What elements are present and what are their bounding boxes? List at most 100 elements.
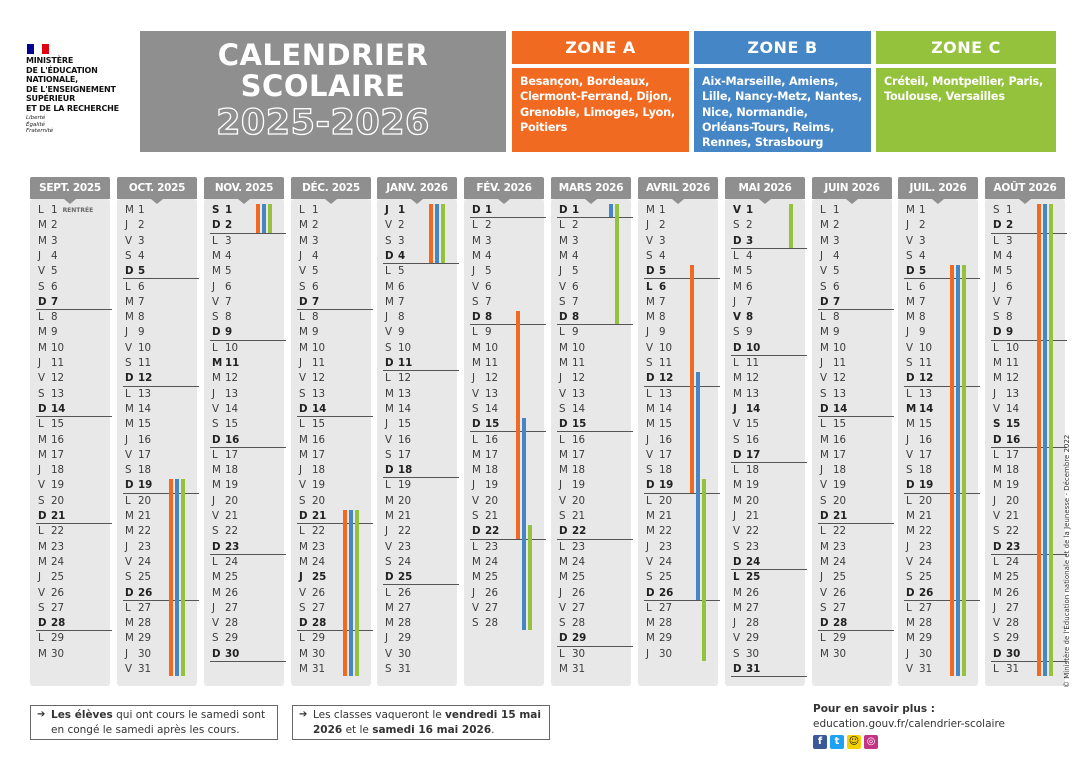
day-letter: M <box>820 341 829 354</box>
day-number: 3 <box>572 234 579 247</box>
day-row: J 15 <box>385 417 447 432</box>
more-url[interactable]: education.gouv.fr/calendrier-scolaire <box>813 717 1005 730</box>
day-letter: S <box>38 494 45 507</box>
day-letter: J <box>906 647 910 660</box>
day-number: 16 <box>138 433 152 446</box>
day-row: D 12 <box>904 371 980 387</box>
day-row: M 23 <box>299 540 361 555</box>
instagram-icon[interactable]: ◎ <box>864 735 878 750</box>
day-row: S 11 <box>125 356 187 371</box>
day-letter: D <box>993 647 1002 660</box>
day-number: 12 <box>919 372 934 385</box>
day-letter: J <box>993 601 997 614</box>
day-number: 14 <box>51 402 66 415</box>
holiday-bar-zone-c <box>528 525 532 631</box>
day-number: 28 <box>1006 617 1020 630</box>
day-letter: J <box>733 510 737 522</box>
day-letter: J <box>559 265 563 278</box>
day-letter: D <box>125 372 134 385</box>
month-header: OCT. 2025 <box>117 177 197 204</box>
day-letter: S <box>559 295 566 308</box>
day-letter: M <box>38 234 47 247</box>
holiday-bar-zone-b <box>349 510 353 677</box>
day-letter: D <box>472 418 481 431</box>
day-number: 3 <box>312 234 319 247</box>
facebook-icon[interactable]: f <box>813 735 827 750</box>
day-letter: J <box>38 464 42 477</box>
day-number: 4 <box>398 249 406 262</box>
day-letter: V <box>385 326 393 339</box>
day-number: 15 <box>398 418 412 431</box>
day-number: 2 <box>312 219 319 232</box>
day-number: 13 <box>138 387 152 400</box>
day-number: 2 <box>833 219 840 232</box>
day-number: 3 <box>919 234 926 247</box>
day-letter: D <box>733 341 742 354</box>
day-letter: V <box>733 311 741 324</box>
day-row: D 26 <box>904 586 980 602</box>
month-card <box>204 199 284 686</box>
day-row: S 21 <box>472 509 534 524</box>
day-number: 15 <box>138 418 152 431</box>
day-letter: V <box>38 586 46 599</box>
day-row: S 31 <box>385 662 447 677</box>
day-number: 9 <box>746 326 753 339</box>
day-letter: L <box>559 326 565 339</box>
day-number: 28 <box>398 617 412 630</box>
day-row: D 29 <box>557 631 633 647</box>
day-letter: M <box>993 357 1002 369</box>
month-column: AVRIL 2026 M 1 J 2 V 3 S 4 D 5 L 6 M 7 M 8 J 9 V 10 S 11 D 12 L 13… <box>638 177 720 686</box>
day-number: 11 <box>746 357 760 369</box>
day-row: M 20 <box>733 494 795 509</box>
day-number: 2 <box>746 219 753 232</box>
day-letter: S <box>385 341 392 354</box>
day-letter: M <box>385 494 394 507</box>
day-number: 6 <box>485 280 492 293</box>
day-number: 3 <box>833 234 840 247</box>
day-row: D 16 <box>210 433 286 449</box>
day-letter: M <box>472 555 481 568</box>
day-number: 12 <box>225 372 239 385</box>
day-row: M 25 <box>212 570 274 585</box>
day-row: M 29 <box>906 631 968 646</box>
day-number: 21 <box>312 510 327 522</box>
day-letter: J <box>38 249 42 262</box>
day-number: 31 <box>746 663 761 675</box>
day-row: M 17 <box>820 448 882 463</box>
day-number: 8 <box>1006 311 1013 324</box>
day-number: 13 <box>919 387 933 400</box>
day-letter: V <box>125 555 133 568</box>
day-letter: J <box>212 494 216 507</box>
twitter-icon[interactable]: t <box>830 735 844 750</box>
day-number: 16 <box>1006 433 1021 446</box>
day-letter: V <box>385 219 393 232</box>
day-number: 31 <box>572 663 586 675</box>
holiday-bar-zone-c <box>1049 204 1053 677</box>
day-number: 1 <box>312 204 319 216</box>
day-letter: L <box>472 219 478 232</box>
day-letter: L <box>38 418 44 431</box>
day-number: 17 <box>138 448 152 461</box>
day-row: L 18 <box>733 463 795 478</box>
day-number: 10 <box>833 341 847 354</box>
day-number: 13 <box>833 387 847 400</box>
day-letter: M <box>906 311 915 324</box>
day-number: 18 <box>225 464 239 477</box>
day-number: 15 <box>225 418 239 431</box>
day-letter: S <box>820 387 827 400</box>
day-letter: D <box>906 479 915 492</box>
day-number: 7 <box>833 295 841 308</box>
day-letter: D <box>385 249 394 262</box>
snapchat-icon[interactable]: ☺ <box>847 735 861 750</box>
